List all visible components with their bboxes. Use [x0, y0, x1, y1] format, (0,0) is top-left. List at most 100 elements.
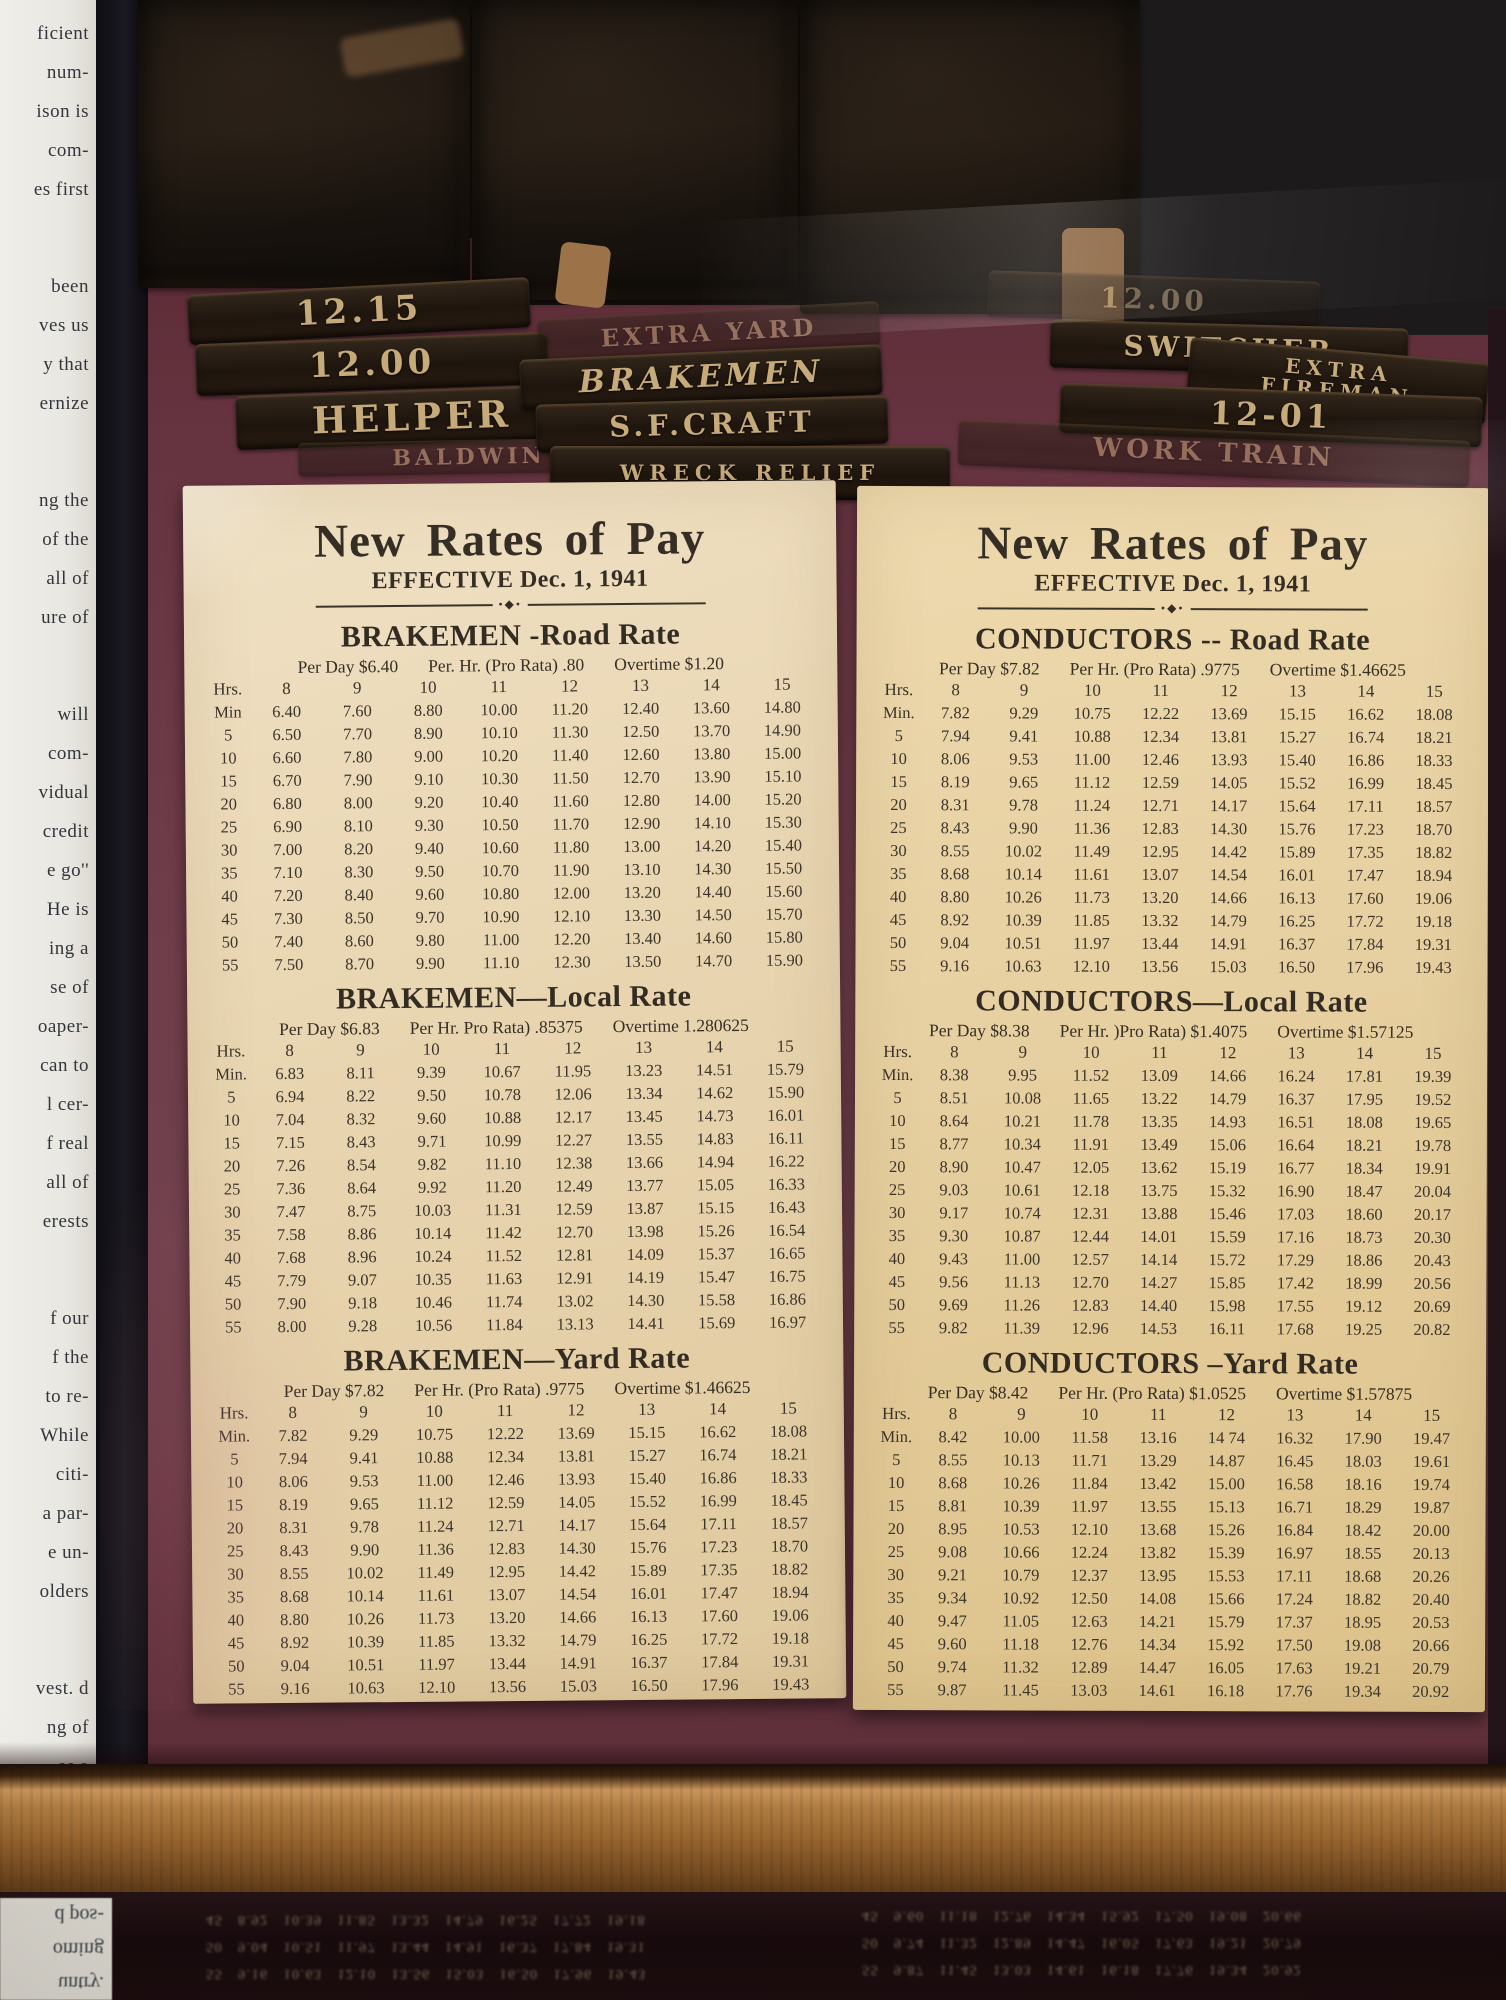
rate-section-heading: CONDUCTORS—Local Rate: [975, 984, 1368, 1019]
rate-table-row: 15 8.81 10.39 11.97 13.55 15.13 16.71 18.29 19.8…: [874, 1494, 1466, 1519]
rate-value: 17.47: [1346, 865, 1384, 885]
rate-value: 14.54: [1209, 865, 1248, 885]
rate-value: 9.82: [417, 1154, 447, 1174]
rate-value: 10.63: [1004, 956, 1042, 976]
rate-value: 14.41: [627, 1313, 665, 1334]
rate-value: 16.11: [1208, 1319, 1246, 1339]
column-header: 15: [776, 1036, 794, 1056]
reflected-text: untry.: [58, 1972, 104, 1994]
rate-value: 17.63: [1275, 1658, 1313, 1678]
minutes-label: Min.: [880, 1426, 913, 1447]
column-header: 9: [1019, 680, 1029, 700]
rate-value: 16.01: [1278, 865, 1316, 885]
minutes-label: 5: [894, 726, 903, 746]
rate-value: 15.76: [1278, 819, 1316, 839]
per-day-rate: Per Day $6.83: [278, 1018, 380, 1040]
ornament-divider: •◆•: [315, 595, 705, 613]
column-header: Hrs.: [216, 1041, 246, 1061]
wood-block-label-text: 12.00: [308, 341, 436, 387]
wood-block-label-text: S.F.CRAFT: [608, 404, 816, 444]
rate-value: 12.95: [1141, 841, 1179, 862]
rate-value: 12.59: [487, 1492, 525, 1513]
rate-value: 15.90: [766, 1082, 805, 1102]
rate-value: 11.36: [1073, 818, 1111, 838]
rate-value: 12.18: [1072, 1180, 1110, 1200]
minutes-label: 55: [221, 955, 239, 975]
rate-value: 16.37: [1277, 934, 1316, 954]
rate-value: 16.51: [1277, 1112, 1315, 1132]
rate-value: 13.50: [624, 951, 662, 972]
rate-value: 8.20: [344, 839, 374, 859]
rate-value: 18.82: [1415, 842, 1453, 862]
rate-table-row: 55 9.16 10.63 12.10 13.56 15.03 16.50 17.96 19.4…: [875, 954, 1467, 979]
rate-value: 7.40: [274, 931, 304, 952]
rate-value: 11.49: [417, 1562, 455, 1582]
minutes-label: 45: [887, 1634, 904, 1654]
newspaper-line-fragment: He is: [46, 899, 89, 920]
minutes-label: 30: [887, 1565, 905, 1585]
ornament-glyph: •◆•: [1160, 600, 1185, 616]
rate-table-row: 35 9.34 10.92 12.50 14.08 15.66 17.24 18.82 20.4…: [873, 1586, 1465, 1611]
rate-value: 16.74: [699, 1445, 737, 1465]
rate-value: 9.21: [938, 1565, 967, 1585]
rate-value: 16.37: [1277, 1089, 1315, 1109]
column-header: 10: [425, 1401, 443, 1421]
card-crease: [182, 484, 304, 596]
column-header: 13: [1287, 1043, 1305, 1063]
rate-value: 14.93: [1208, 1112, 1247, 1132]
rate-value: 15.30: [764, 812, 802, 832]
rate-value: 16.43: [767, 1197, 806, 1217]
reflected-numbers: 55 9.16 10.63 12.10 13.56 15.03 16.50 17…: [206, 1966, 647, 1981]
rate-value: 15.79: [1207, 1612, 1245, 1632]
minutes-label: 40: [887, 1611, 904, 1631]
rate-value: 10.14: [414, 1223, 452, 1243]
rate-value: 11.65: [1072, 1088, 1110, 1108]
rate-value: 19.87: [1412, 1497, 1450, 1517]
rate-value: 11.20: [551, 699, 589, 719]
per-hour-rate: Per Hr. Pro Rata) .85375: [409, 1016, 583, 1038]
rate-value: 14.19: [626, 1267, 665, 1288]
rate-value: 6.94: [275, 1086, 305, 1107]
rate-value: 13.90: [693, 767, 731, 787]
rate-value: 13.44: [1141, 933, 1179, 954]
rate-value: 8.60: [344, 931, 374, 951]
rate-value: 9.92: [417, 1177, 447, 1197]
rate-value: 7.82: [941, 703, 970, 723]
rate-value: 13.07: [1141, 864, 1179, 885]
minutes-label: 20: [888, 1157, 906, 1177]
rate-value: 12.89: [1070, 1657, 1108, 1677]
rate-value: 8.68: [938, 1473, 968, 1493]
minutes-label: Min.: [881, 1064, 914, 1085]
wood-block-label: S.F.CRAFT: [535, 395, 889, 453]
rate-value: 12.95: [487, 1561, 526, 1582]
minutes-label: 25: [887, 1542, 905, 1562]
rate-value: 10.39: [1002, 1496, 1040, 1516]
rate-value: 18.73: [1345, 1227, 1383, 1247]
rate-value: 14.00: [693, 790, 731, 810]
rate-value: 10.92: [1002, 1588, 1040, 1608]
rate-value: 11.71: [1071, 1450, 1108, 1470]
rate-value: 19.21: [1343, 1658, 1382, 1678]
column-header: 12: [564, 1038, 582, 1058]
rate-value: 12.30: [553, 952, 591, 972]
rate-value: 17.11: [1347, 796, 1384, 816]
rate-value: 10.50: [481, 814, 519, 835]
rate-value: 15.26: [1207, 1520, 1245, 1540]
rate-value: 13.03: [1070, 1680, 1108, 1700]
rate-value: 13.80: [693, 744, 731, 764]
minutes-label: Min: [214, 702, 242, 722]
rate-value: 9.80: [415, 930, 445, 950]
rate-value: 11.63: [485, 1268, 523, 1289]
overtime-rate: Overtime $1.57875: [1276, 1383, 1413, 1404]
rate-value: 18.99: [1345, 1273, 1383, 1293]
rate-value: 7.00: [273, 839, 303, 860]
minutes-label: 45: [888, 1272, 906, 1292]
rate-table-row: 55 7.50 8.70 9.90 11.10 12.30 13.50 14.70 15.90: [207, 948, 820, 976]
rate-value: 15.32: [1208, 1181, 1246, 1201]
minutes-label: 15: [220, 771, 237, 791]
minutes-label: 55: [888, 1318, 905, 1338]
rate-section-heading: CONDUCTORS –Yard Rate: [981, 1346, 1359, 1381]
wood-block-middle: [472, 0, 798, 300]
rate-value: 10.21: [1003, 1111, 1042, 1131]
rate-value: 11.78: [1072, 1111, 1110, 1131]
